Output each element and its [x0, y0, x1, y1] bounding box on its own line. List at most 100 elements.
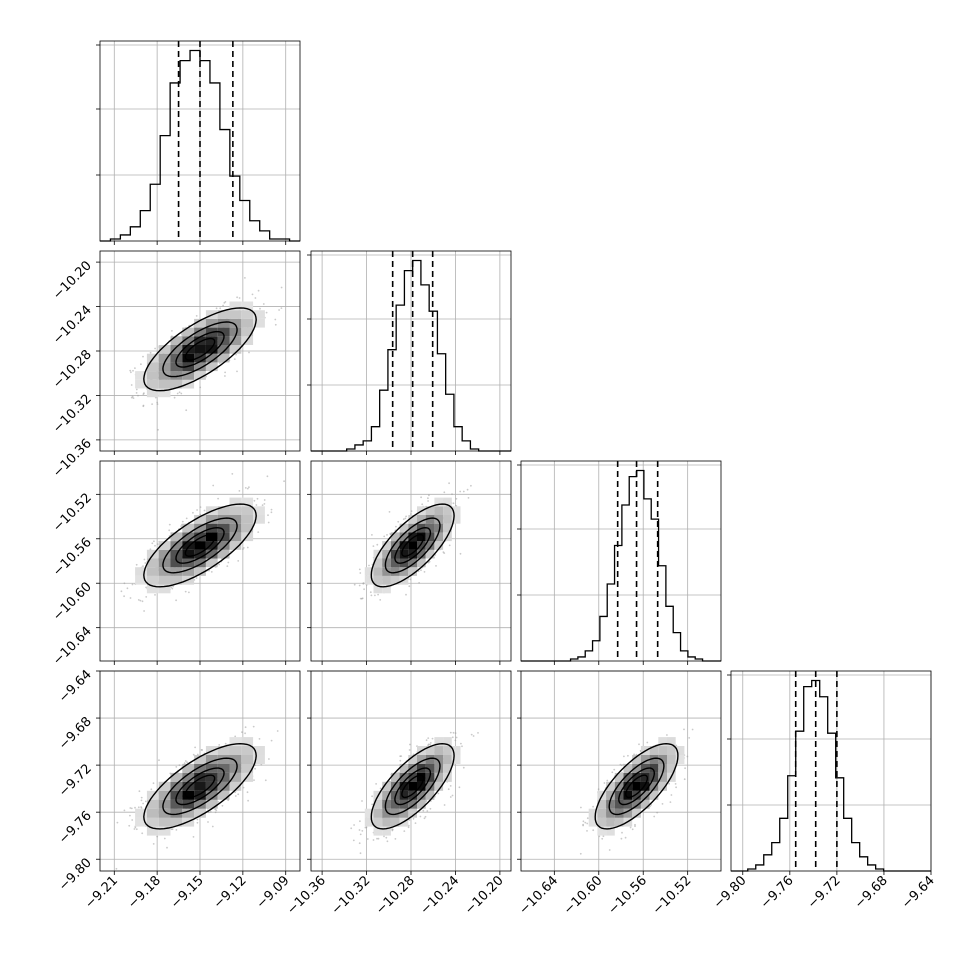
- scatter-point: [156, 543, 159, 545]
- density-cell: [182, 532, 195, 542]
- scatter-point: [224, 371, 227, 374]
- scatter-point: [451, 493, 453, 496]
- scatter-point: [409, 743, 411, 746]
- scatter-point: [408, 585, 411, 588]
- scatter-point: [451, 736, 454, 739]
- density-cell: [382, 817, 391, 827]
- density-cell: [229, 541, 242, 550]
- density-cell: [158, 567, 171, 576]
- scatter-point: [137, 394, 139, 397]
- scatter-point: [142, 565, 144, 568]
- contour-level: [162, 517, 238, 574]
- contour-level: [162, 321, 238, 378]
- density-cell: [399, 763, 409, 773]
- scatter-point: [141, 600, 144, 603]
- scatter-point: [263, 503, 266, 505]
- scatter-point: [166, 846, 168, 849]
- density-cell: [194, 755, 206, 764]
- density-cell: [390, 558, 400, 568]
- scatter-point: [142, 405, 145, 408]
- scatter-point: [218, 563, 221, 566]
- contour-level: [384, 517, 441, 574]
- contour-level: [162, 757, 238, 816]
- density-cell: [382, 781, 391, 791]
- density-cell: [170, 781, 183, 791]
- density-cell: [146, 567, 159, 576]
- density-cell: [390, 772, 400, 782]
- density-cell: [194, 558, 206, 568]
- scatter-point: [142, 355, 144, 358]
- scatter-point: [359, 833, 362, 836]
- density-cell: [417, 549, 426, 559]
- density-cell: [217, 506, 230, 515]
- scatter-point: [443, 491, 446, 494]
- density-cell: [182, 549, 195, 559]
- scatter-point: [251, 293, 254, 296]
- density-cell: [205, 781, 218, 791]
- scatter-point: [244, 726, 247, 729]
- scatter-point: [449, 785, 452, 787]
- scatter-point: [449, 731, 452, 734]
- density-cell: [205, 799, 218, 809]
- scatter-point: [153, 540, 155, 543]
- density-cell: [241, 523, 254, 533]
- scatter-point: [361, 597, 364, 600]
- scatter-point: [242, 547, 245, 549]
- scatter-point: [372, 545, 375, 547]
- density-cell: [158, 541, 171, 550]
- density-cell: [170, 336, 183, 345]
- density-cell: [425, 781, 435, 791]
- scatter-point: [268, 758, 270, 760]
- panel-frame: [310, 250, 512, 452]
- density-cell: [182, 327, 195, 337]
- density-cell: [229, 301, 242, 311]
- density-cell: [373, 826, 383, 836]
- scatter-point: [362, 582, 365, 584]
- density-cell: [408, 541, 417, 550]
- density-cell: [399, 781, 409, 791]
- scatter-point: [195, 577, 198, 579]
- density-cell: [170, 362, 183, 372]
- scatter-point: [135, 563, 138, 566]
- scatter-point: [363, 588, 365, 591]
- density-cell: [229, 772, 242, 782]
- density-cell: [229, 506, 242, 515]
- density-cell: [229, 763, 242, 773]
- scatter-point: [180, 392, 183, 395]
- scatter-point: [129, 597, 132, 599]
- density-cell: [146, 371, 159, 380]
- density-cell: [146, 826, 159, 836]
- scatter-point: [236, 370, 238, 373]
- scatter-point: [227, 561, 230, 564]
- density-cell: [217, 327, 230, 337]
- density-cell: [451, 515, 461, 524]
- density-cell: [158, 799, 171, 809]
- scatter-point: [115, 867, 118, 870]
- contour-lines: [370, 503, 455, 588]
- density-cell: [425, 549, 435, 559]
- scatter-point: [412, 817, 415, 820]
- contour-level: [143, 307, 257, 392]
- density-cell: [417, 532, 426, 542]
- contour-level: [143, 742, 257, 830]
- density-cell: [390, 532, 400, 542]
- scatter-point: [458, 786, 461, 789]
- panel-frame: [310, 460, 512, 662]
- scatter-point: [459, 552, 462, 555]
- density-cell: [364, 575, 374, 585]
- density-cell: [217, 755, 230, 764]
- scatter-point: [370, 594, 373, 597]
- scatter-point: [358, 568, 361, 571]
- density-cell: [382, 575, 391, 585]
- density-cell: [146, 558, 159, 568]
- scatter-point: [449, 796, 452, 798]
- scatter-point: [253, 499, 256, 502]
- density-cell: [158, 549, 171, 559]
- scatter-point: [255, 504, 258, 506]
- scatter-point: [156, 401, 159, 404]
- density-cell: [390, 575, 400, 585]
- scatter-point: [267, 514, 269, 517]
- scatter-point: [144, 562, 147, 564]
- grid-lines: [311, 251, 511, 451]
- density-cell: [194, 523, 206, 533]
